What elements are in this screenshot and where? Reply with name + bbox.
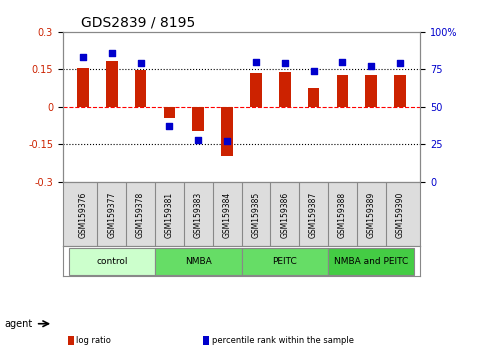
Point [223, 138, 231, 144]
Point [396, 61, 404, 66]
Bar [193, 107, 204, 131]
Text: GSM159386: GSM159386 [280, 192, 289, 238]
FancyBboxPatch shape [155, 248, 242, 275]
Point [281, 61, 289, 66]
Text: GSM159389: GSM159389 [367, 192, 376, 238]
FancyBboxPatch shape [328, 248, 414, 275]
Point [310, 68, 317, 74]
FancyBboxPatch shape [242, 248, 328, 275]
Text: control: control [96, 257, 128, 266]
Bar [279, 72, 290, 107]
Text: GSM159381: GSM159381 [165, 192, 174, 238]
Text: GSM159384: GSM159384 [223, 192, 231, 238]
Bar [164, 107, 175, 118]
Point [339, 59, 346, 65]
Text: percentile rank within the sample: percentile rank within the sample [212, 336, 354, 346]
Bar [77, 68, 89, 107]
Point [166, 124, 173, 129]
Text: PEITC: PEITC [272, 257, 297, 266]
Point [79, 55, 87, 60]
Text: GSM159378: GSM159378 [136, 192, 145, 238]
Text: GSM159387: GSM159387 [309, 192, 318, 238]
Text: NMBA: NMBA [185, 257, 212, 266]
Bar [366, 75, 377, 107]
Text: agent: agent [5, 319, 33, 329]
Bar [394, 75, 406, 107]
Text: GSM159388: GSM159388 [338, 192, 347, 238]
Point [137, 61, 144, 66]
Point [368, 63, 375, 69]
Bar [308, 88, 319, 107]
FancyBboxPatch shape [69, 248, 155, 275]
Bar [221, 107, 233, 156]
Point [252, 59, 260, 65]
Text: GSM159390: GSM159390 [396, 192, 405, 238]
Point [194, 137, 202, 143]
Point [108, 50, 115, 56]
Bar [106, 61, 117, 107]
Text: GDS2839 / 8195: GDS2839 / 8195 [81, 15, 195, 29]
Bar [337, 75, 348, 107]
Bar [250, 73, 262, 107]
Text: GSM159383: GSM159383 [194, 192, 203, 238]
Text: GSM159376: GSM159376 [78, 192, 87, 238]
Text: NMBA and PEITC: NMBA and PEITC [334, 257, 408, 266]
Text: GSM159377: GSM159377 [107, 192, 116, 238]
Text: log ratio: log ratio [76, 336, 111, 346]
Bar [135, 70, 146, 107]
Text: GSM159385: GSM159385 [252, 192, 260, 238]
